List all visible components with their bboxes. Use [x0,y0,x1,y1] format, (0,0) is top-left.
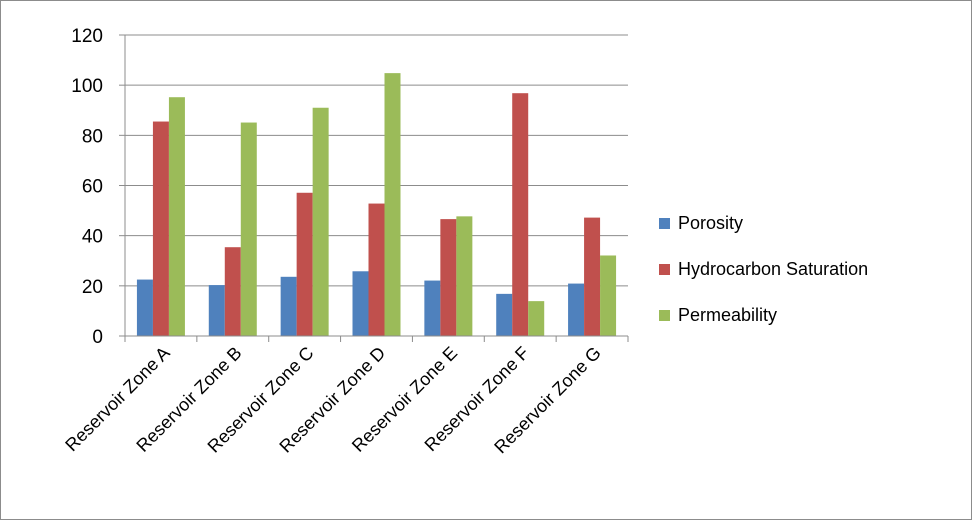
bar-hydrocarbon-saturation [152,121,169,336]
legend-swatch [659,264,670,275]
y-tick-label: 0 [92,327,103,348]
y-tick-label: 40 [82,227,103,248]
bar-permeability [456,216,473,336]
bar-porosity [136,279,153,336]
legend-swatch [659,218,670,229]
bar-porosity [496,293,513,336]
y-tick-label: 20 [82,277,103,298]
bar-porosity [352,271,369,336]
bar-hydrocarbon-saturation [296,192,313,336]
legend-label: Permeability [678,305,777,325]
bar-permeability [312,107,329,336]
y-tick-label: 60 [82,177,103,198]
y-tick-label: 120 [71,26,103,47]
bar-permeability [384,73,401,337]
legend: Porosity Hydrocarbon Saturation Permeabili… [659,213,868,325]
axes [124,35,629,342]
bars [136,73,617,337]
bar-permeability [240,122,257,336]
bar-porosity [208,285,225,336]
legend-swatch [659,310,670,321]
legend-label: Hydrocarbon Saturation [678,259,868,279]
bar-permeability [168,97,185,336]
y-tick-label: 80 [82,126,103,147]
bar-hydrocarbon-saturation [368,203,385,336]
legend-label: Porosity [678,213,743,233]
bar-porosity [568,283,585,336]
bar-porosity [280,276,297,336]
bar-permeability [600,255,617,336]
gridlines [125,34,628,287]
bar-hydrocarbon-saturation [224,247,241,336]
bar-hydrocarbon-saturation [440,219,457,336]
bar-hydrocarbon-saturation [584,217,601,336]
y-axis-ticks: 0 20 40 60 80 100 120 [71,26,125,348]
bar-porosity [424,280,441,336]
bar-hydrocarbon-saturation [512,93,529,337]
y-tick-label: 100 [71,76,103,97]
bar-permeability [528,301,545,336]
